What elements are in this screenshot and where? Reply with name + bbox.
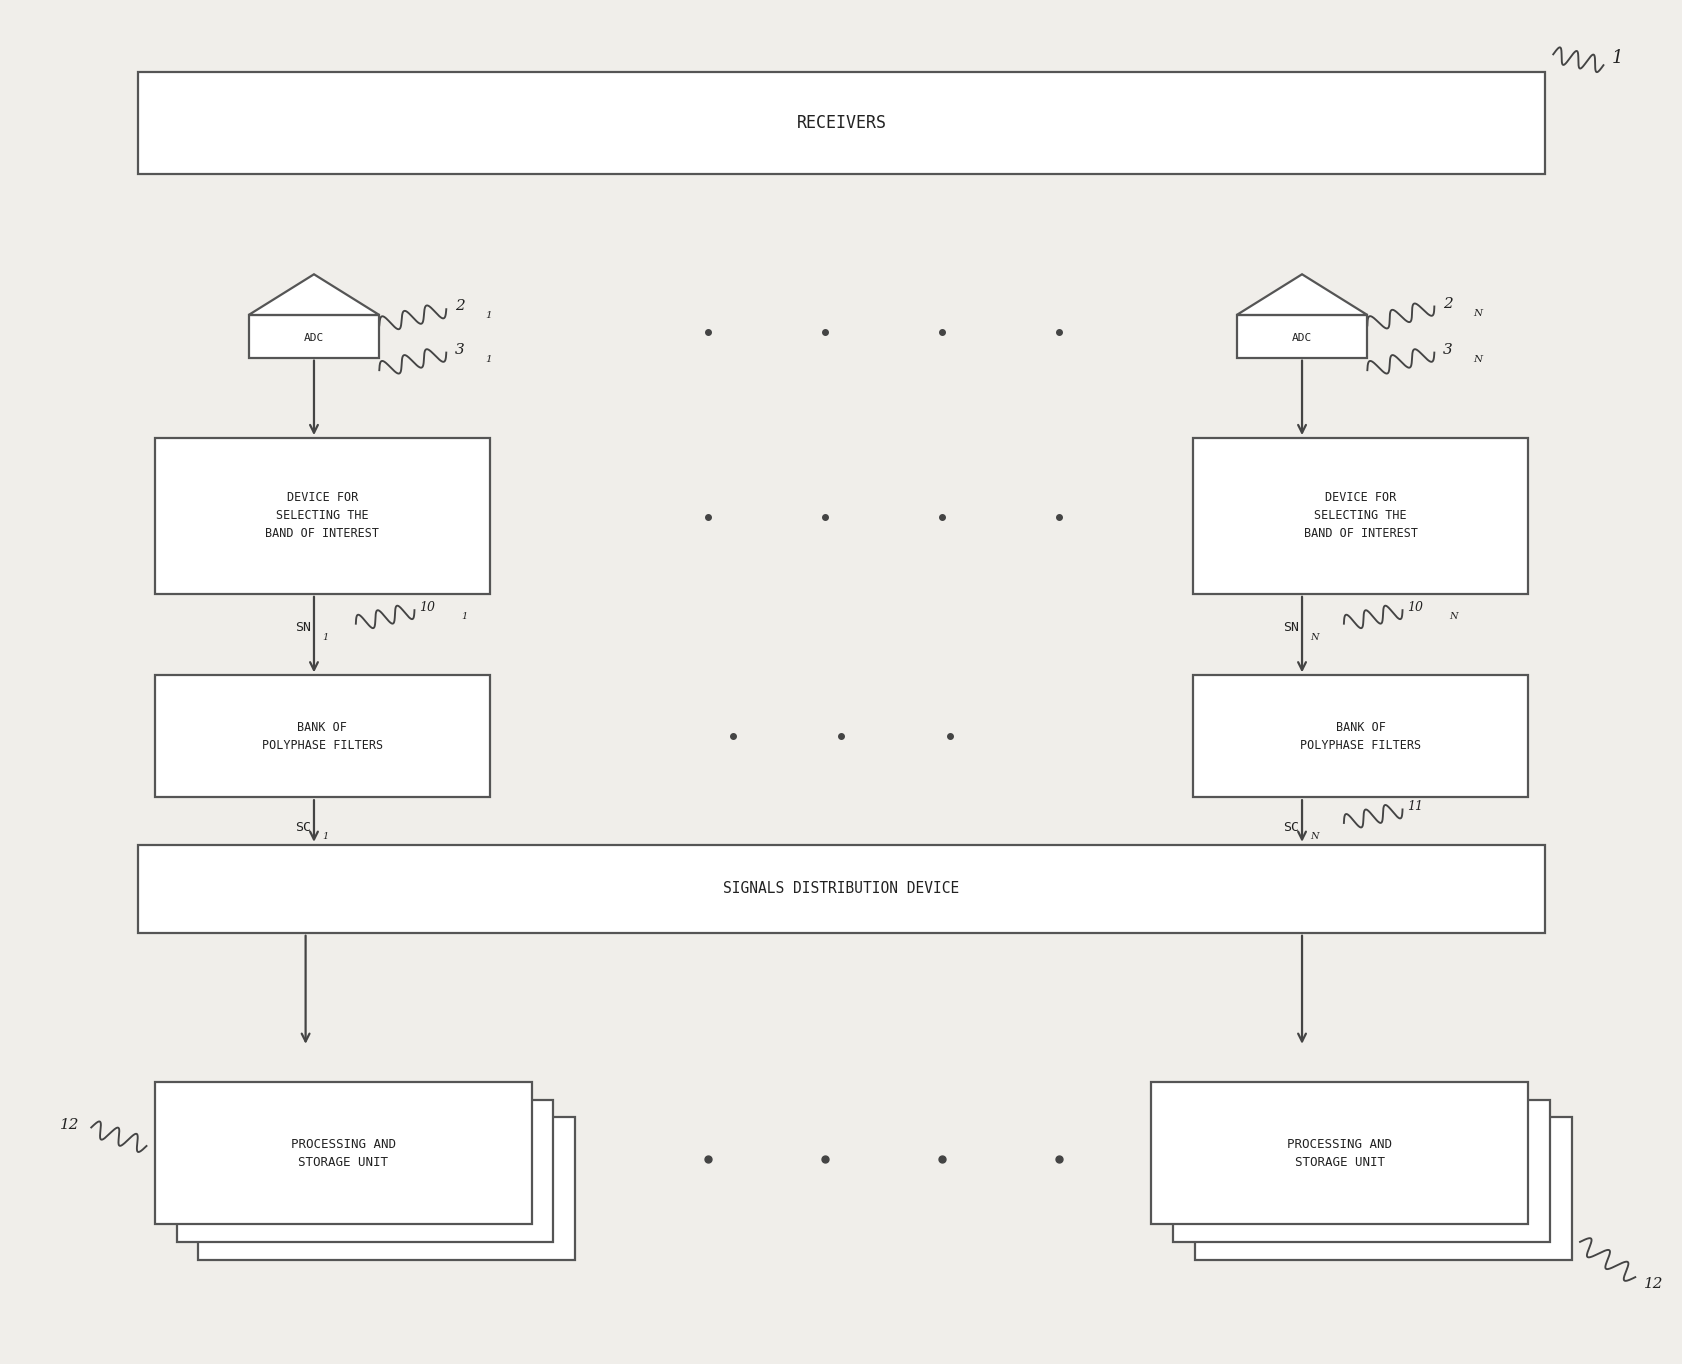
FancyBboxPatch shape: [177, 1099, 553, 1241]
Text: N: N: [1472, 355, 1482, 364]
Text: 3: 3: [454, 342, 464, 357]
Text: 1: 1: [484, 311, 491, 321]
FancyBboxPatch shape: [1193, 675, 1527, 797]
Text: 11: 11: [1406, 801, 1423, 813]
FancyBboxPatch shape: [155, 438, 489, 593]
Polygon shape: [249, 274, 378, 315]
Text: RECEIVERS: RECEIVERS: [796, 113, 886, 132]
Text: PROCESSING AND
STORAGE UNIT: PROCESSING AND STORAGE UNIT: [291, 1138, 395, 1169]
FancyBboxPatch shape: [138, 72, 1544, 173]
Text: N: N: [1472, 308, 1482, 318]
FancyBboxPatch shape: [1193, 438, 1527, 593]
Text: SC: SC: [294, 821, 311, 833]
Text: SN: SN: [1282, 621, 1299, 634]
Text: 12: 12: [61, 1117, 79, 1132]
Text: DEVICE FOR
SELECTING THE
BAND OF INTEREST: DEVICE FOR SELECTING THE BAND OF INTERES…: [1304, 491, 1416, 540]
FancyBboxPatch shape: [1172, 1099, 1549, 1241]
Text: 2: 2: [1441, 297, 1452, 311]
Text: ADC: ADC: [304, 333, 325, 344]
Text: 12: 12: [1643, 1277, 1662, 1292]
Text: 1: 1: [323, 832, 328, 842]
Text: N: N: [1448, 612, 1457, 622]
Text: 3: 3: [1441, 342, 1452, 357]
Text: PROCESSING AND
STORAGE UNIT: PROCESSING AND STORAGE UNIT: [1287, 1138, 1391, 1169]
Text: SN: SN: [294, 621, 311, 634]
Text: 1: 1: [1611, 49, 1623, 67]
Text: BANK OF
POLYPHASE FILTERS: BANK OF POLYPHASE FILTERS: [262, 720, 383, 752]
Text: 10: 10: [419, 602, 436, 614]
FancyBboxPatch shape: [198, 1117, 575, 1259]
Text: 10: 10: [1406, 602, 1423, 614]
Text: 2: 2: [454, 300, 464, 314]
FancyBboxPatch shape: [1150, 1082, 1527, 1225]
FancyBboxPatch shape: [155, 675, 489, 797]
Text: 1: 1: [484, 355, 491, 364]
FancyBboxPatch shape: [155, 1082, 532, 1225]
Text: ADC: ADC: [1292, 333, 1312, 344]
Polygon shape: [1236, 274, 1366, 315]
FancyBboxPatch shape: [1236, 315, 1366, 357]
Text: DEVICE FOR
SELECTING THE
BAND OF INTEREST: DEVICE FOR SELECTING THE BAND OF INTERES…: [266, 491, 378, 540]
Text: 1: 1: [323, 633, 328, 642]
Text: SIGNALS DISTRIBUTION DEVICE: SIGNALS DISTRIBUTION DEVICE: [723, 881, 959, 896]
Text: BANK OF
POLYPHASE FILTERS: BANK OF POLYPHASE FILTERS: [1299, 720, 1420, 752]
Text: N: N: [1310, 832, 1319, 842]
FancyBboxPatch shape: [138, 844, 1544, 933]
Text: SC: SC: [1282, 821, 1299, 833]
FancyBboxPatch shape: [249, 315, 378, 357]
FancyBboxPatch shape: [1194, 1117, 1571, 1259]
Text: 1: 1: [461, 612, 468, 622]
Text: N: N: [1310, 633, 1319, 642]
